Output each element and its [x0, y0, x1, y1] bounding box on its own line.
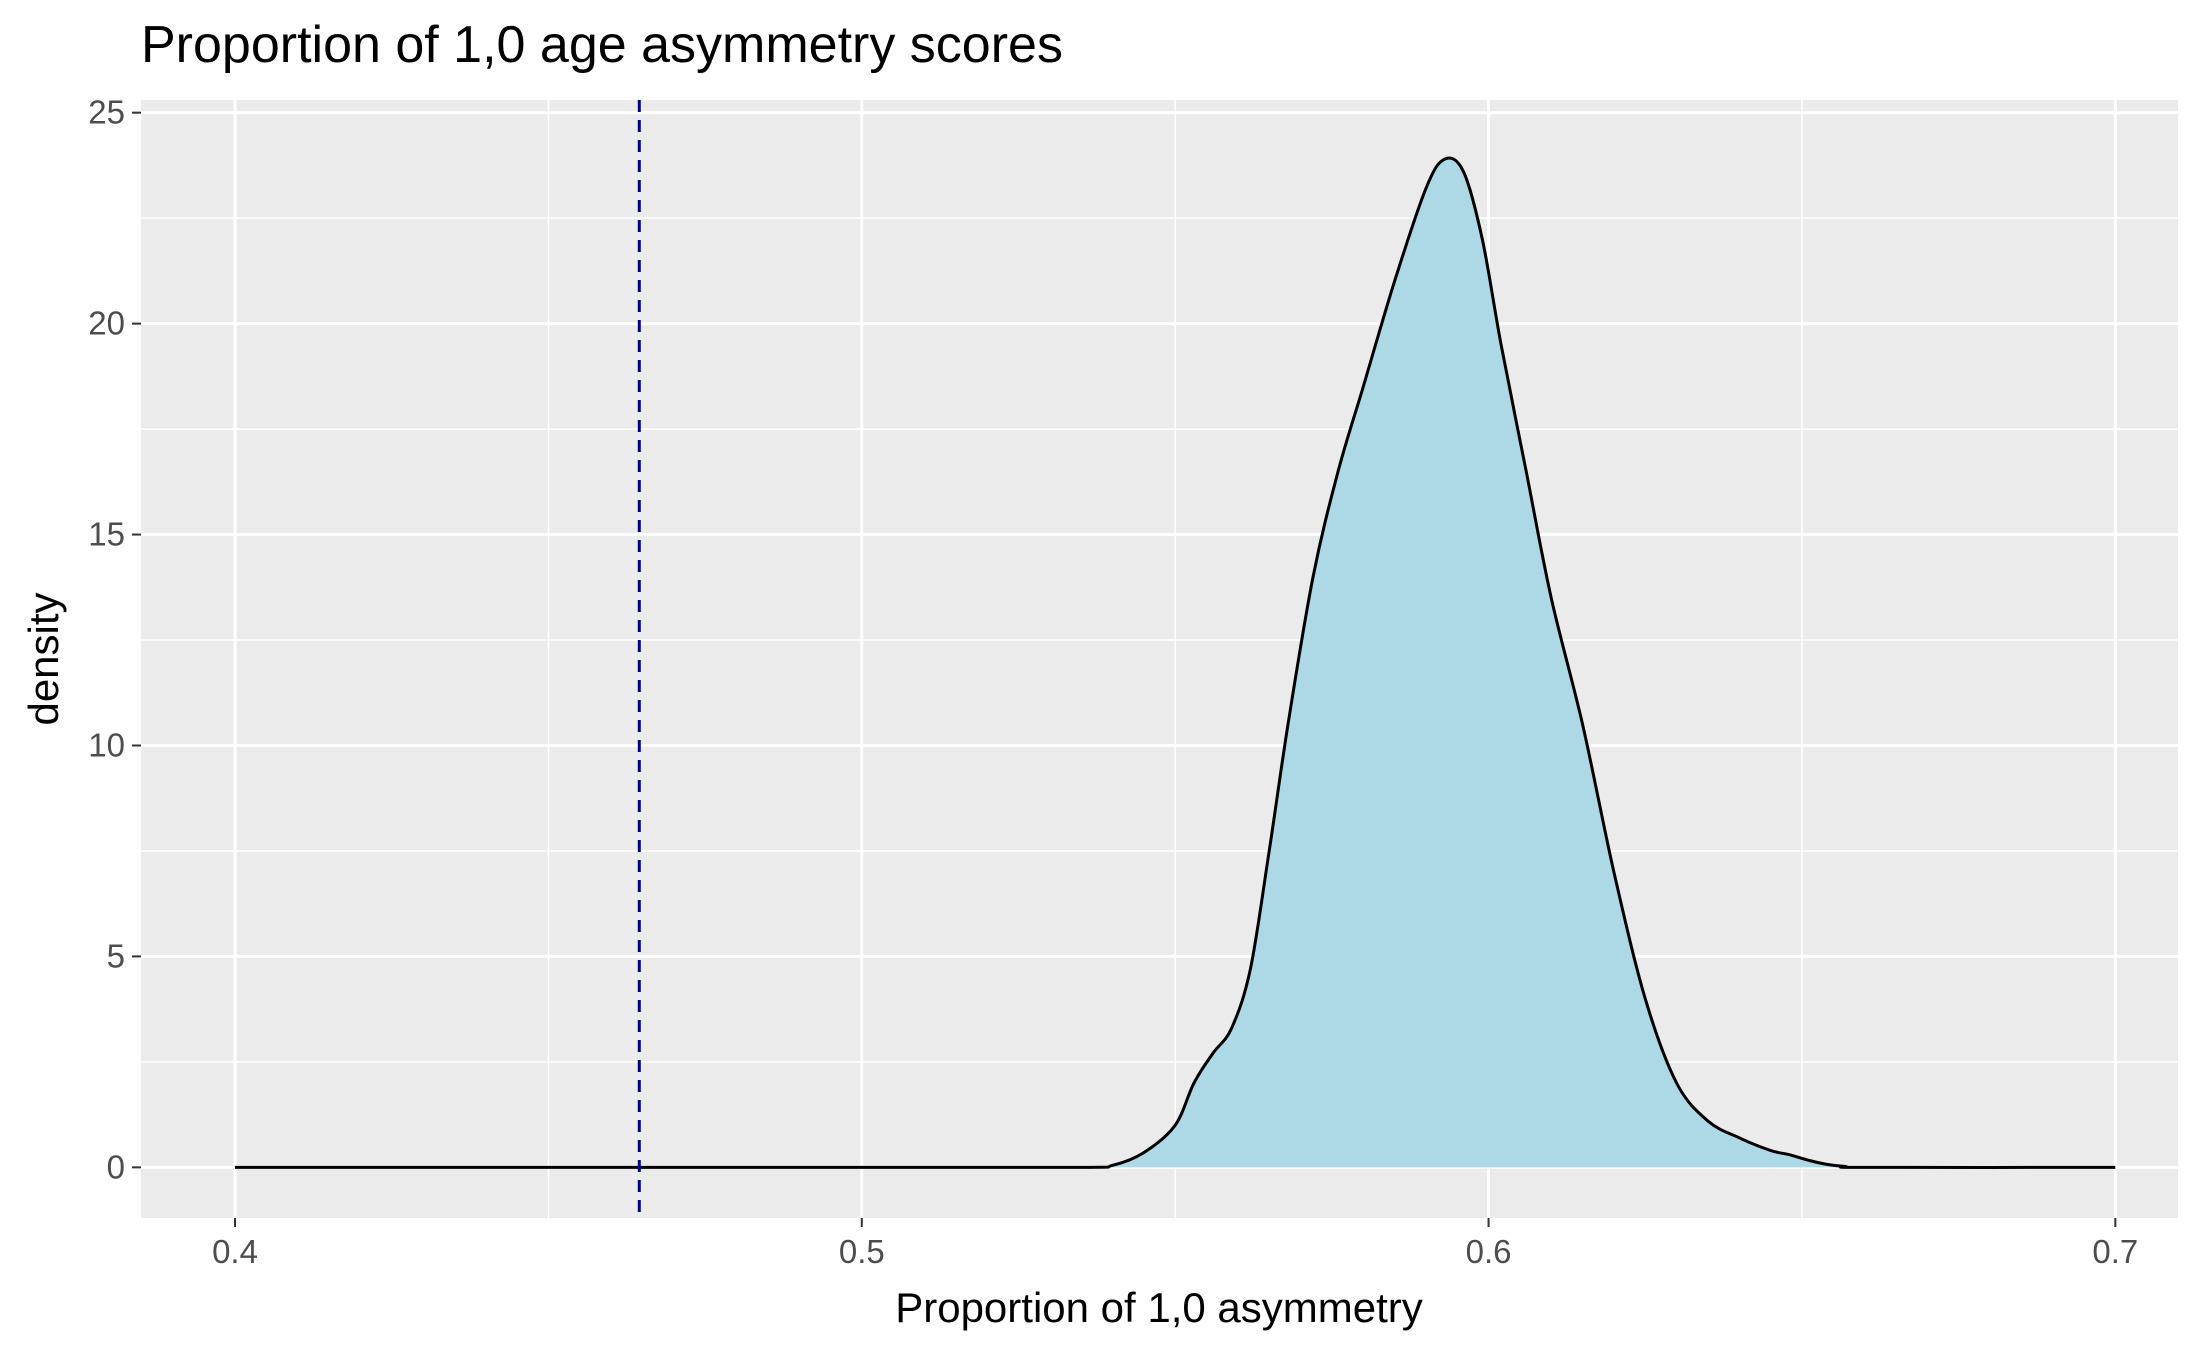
y-axis-ticks: 0 5 10 15 20 25: [88, 94, 141, 1185]
y-axis-title: density: [20, 592, 67, 725]
y-tick-label: 0: [107, 1148, 125, 1185]
x-tick-label: 0.6: [1466, 1233, 1512, 1270]
y-tick-label: 5: [107, 937, 125, 974]
minor-gridlines: [141, 100, 2178, 1218]
y-tick-label: 20: [88, 305, 125, 342]
x-axis-ticks: 0.4 0.5 0.6 0.7: [212, 1218, 2138, 1270]
density-curve: [235, 156, 2116, 1170]
x-tick-label: 0.4: [212, 1233, 258, 1270]
x-axis-title: Proportion of 1,0 asymmetry: [895, 1284, 1423, 1331]
chart-title: Proportion of 1,0 age asymmetry scores: [141, 16, 1063, 74]
plot-panel: [141, 100, 2178, 1218]
y-tick-label: 15: [88, 516, 125, 553]
x-tick-label: 0.7: [2092, 1233, 2138, 1270]
y-tick-label: 25: [88, 94, 125, 131]
x-tick-label: 0.5: [839, 1233, 885, 1270]
y-tick-label: 10: [88, 726, 125, 763]
